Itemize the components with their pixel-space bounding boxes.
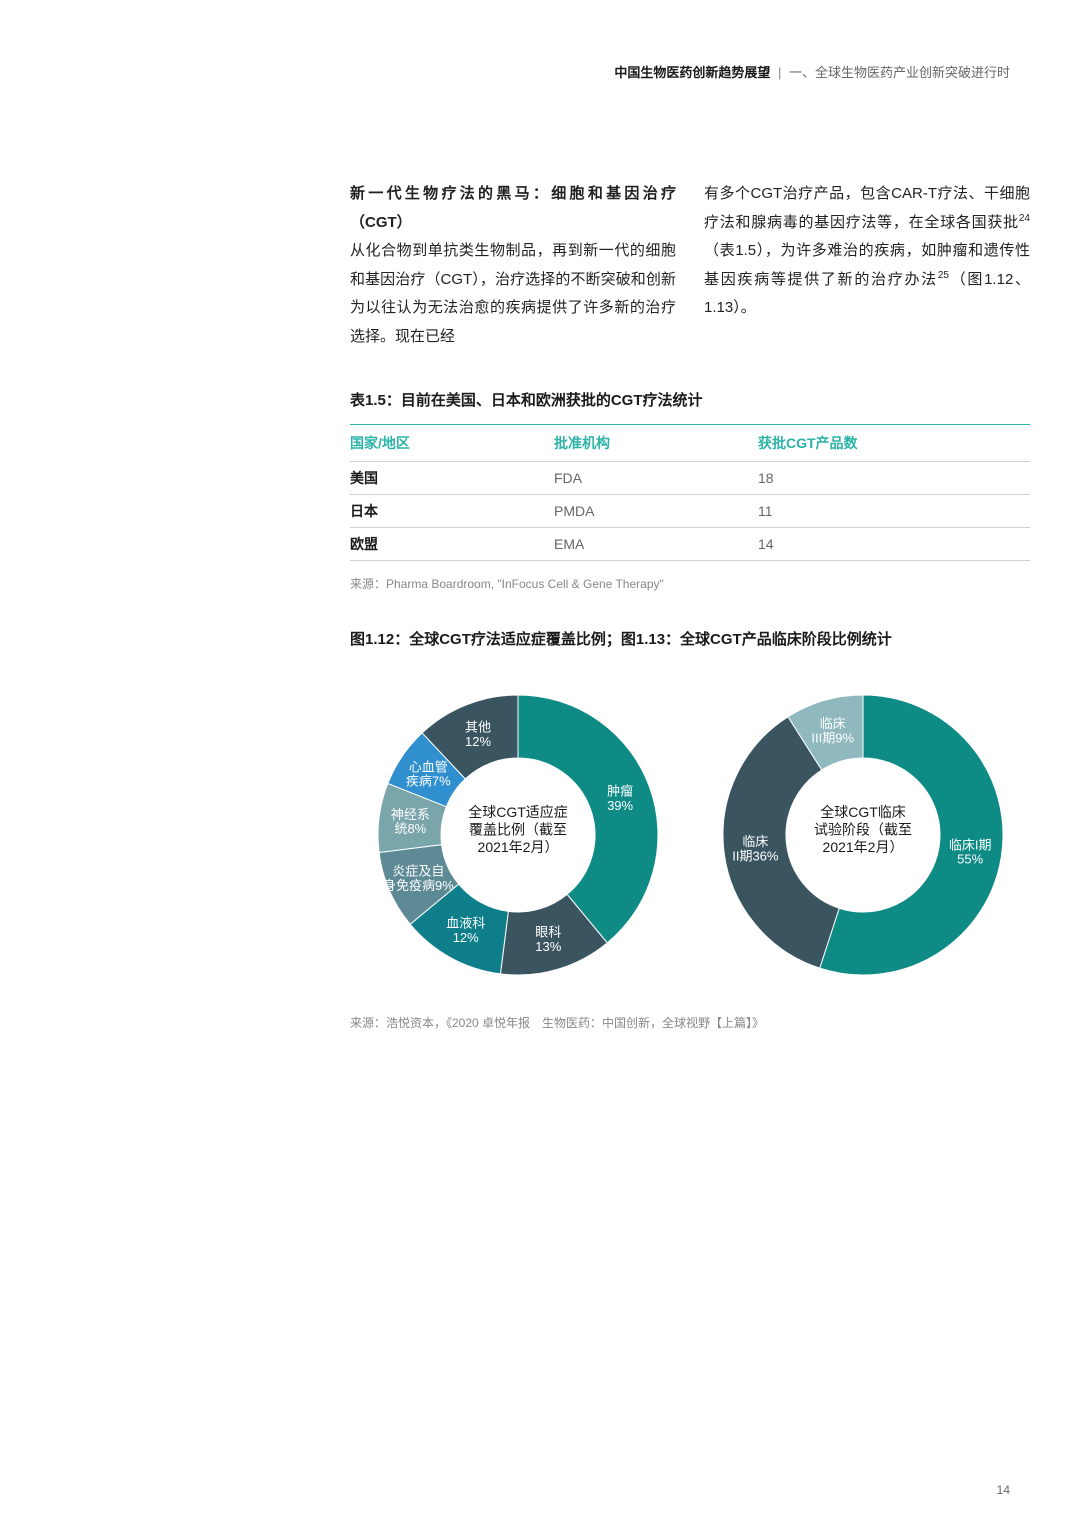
- cell-region: 日本: [350, 495, 554, 528]
- donut-2-wrap: 临床I期55%临床II期36%临床III期9%全球CGT临床试验阶段（截至202…: [695, 670, 1030, 1000]
- table-row: 美国FDA18: [350, 462, 1030, 495]
- donut-center-label: 全球CGT适应症覆盖比例（截至2021年2月）: [468, 804, 568, 855]
- page: 中国生物医药创新趋势展望 | 一、全球生物医药产业创新突破进行时 新一代生物疗法…: [0, 0, 1080, 1527]
- header-sub: 一、全球生物医药产业创新突破进行时: [789, 65, 1010, 80]
- cell-count: 14: [758, 528, 1030, 561]
- cell-region: 美国: [350, 462, 554, 495]
- charts-source: 来源：浩悦资本，《2020 卓悦年报 生物医药：中国创新，全球视野【上篇】》: [350, 1014, 1030, 1031]
- donut-chart-indications: 肿瘤39%眼科13%血液科12%炎症及自身免疫病9%神经系统8%心血管疾病7%其…: [353, 670, 683, 1000]
- page-header: 中国生物医药创新趋势展望 | 一、全球生物医药产业创新突破进行时: [614, 62, 1010, 81]
- donut-slice-label: 肿瘤39%: [607, 784, 633, 813]
- charts-title: 图1.12：全球CGT疗法适应症覆盖比例；图1.13：全球CGT产品临床阶段比例…: [350, 628, 1030, 652]
- donut-slice-label: 神经系统8%: [390, 807, 429, 836]
- col-agency: 批准机构: [554, 425, 758, 462]
- col-region: 国家/地区: [350, 425, 554, 462]
- cell-region: 欧盟: [350, 528, 554, 561]
- intro-left: 新一代生物疗法的黑马：细胞和基因治疗（CGT） 从化合物到单抗类生物制品，再到新…: [350, 180, 676, 351]
- header-title: 中国生物医药创新趋势展望: [614, 65, 770, 80]
- table-row: 日本PMDA11: [350, 495, 1030, 528]
- donut-slice-label: 其他12%: [465, 720, 491, 749]
- cell-agency: FDA: [554, 462, 758, 495]
- table-header-row: 国家/地区 批准机构 获批CGT产品数: [350, 425, 1030, 462]
- table-source: 来源：Pharma Boardroom, "InFocus Cell & Gen…: [350, 575, 1030, 592]
- donut-slice-label: 炎症及自身免疫病9%: [383, 863, 454, 892]
- donut-center-label: 全球CGT临床试验阶段（截至2021年2月）: [814, 804, 912, 855]
- header-sep: |: [778, 65, 781, 80]
- col-count: 获批CGT产品数: [758, 425, 1030, 462]
- intro-right-a: 有多个CGT治疗产品，包含CAR-T疗法、干细胞疗法和腺病毒的基因疗法等，在全球…: [704, 185, 1030, 231]
- footnote-24: 24: [1019, 213, 1030, 224]
- footnote-25: 25: [938, 270, 949, 281]
- cell-count: 11: [758, 495, 1030, 528]
- cell-agency: PMDA: [554, 495, 758, 528]
- donut-slice-label: 眼科13%: [535, 925, 561, 954]
- donut-chart-phases: 临床I期55%临床II期36%临床III期9%全球CGT临床试验阶段（截至202…: [698, 670, 1028, 1000]
- section-heading: 新一代生物疗法的黑马：细胞和基因治疗（CGT）: [350, 185, 676, 231]
- page-number: 14: [997, 1483, 1010, 1497]
- donut-slice-label: 心血管疾病7%: [405, 759, 450, 788]
- cell-agency: EMA: [554, 528, 758, 561]
- table-row: 欧盟EMA14: [350, 528, 1030, 561]
- table-title: 表1.5：目前在美国、日本和欧洲获批的CGT疗法统计: [350, 389, 1030, 410]
- cell-count: 18: [758, 462, 1030, 495]
- intro-right: 有多个CGT治疗产品，包含CAR-T疗法、干细胞疗法和腺病毒的基因疗法等，在全球…: [704, 180, 1030, 351]
- cgt-table: 国家/地区 批准机构 获批CGT产品数 美国FDA18日本PMDA11欧盟EMA…: [350, 424, 1030, 561]
- intro-columns: 新一代生物疗法的黑马：细胞和基因治疗（CGT） 从化合物到单抗类生物制品，再到新…: [350, 180, 1030, 351]
- charts-row: 肿瘤39%眼科13%血液科12%炎症及自身免疫病9%神经系统8%心血管疾病7%其…: [350, 670, 1030, 1000]
- intro-left-text: 从化合物到单抗类生物制品，再到新一代的细胞和基因治疗（CGT），治疗选择的不断突…: [350, 242, 676, 345]
- donut-1-wrap: 肿瘤39%眼科13%血液科12%炎症及自身免疫病9%神经系统8%心血管疾病7%其…: [350, 670, 685, 1000]
- content: 新一代生物疗法的黑马：细胞和基因治疗（CGT） 从化合物到单抗类生物制品，再到新…: [350, 180, 1030, 1031]
